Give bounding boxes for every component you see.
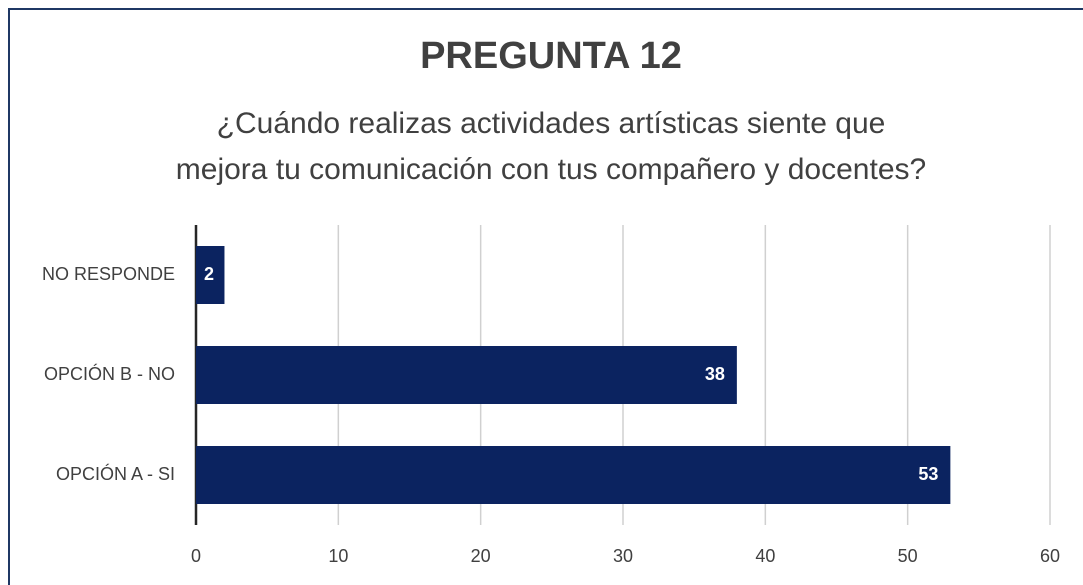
bar — [196, 346, 737, 404]
chart-subtitle: mejora tu comunicación con tus compañero… — [176, 153, 926, 186]
x-tick-label: 10 — [328, 546, 348, 566]
x-tick-label: 20 — [471, 546, 491, 566]
data-label: 53 — [918, 464, 938, 484]
x-tick-label: 0 — [191, 546, 201, 566]
bar — [196, 246, 225, 304]
y-tick-label: OPCIÓN B - NO — [44, 363, 175, 384]
data-label: 38 — [705, 364, 725, 384]
x-tick-label: 40 — [755, 546, 775, 566]
chart-subtitle: ¿Cuándo realizas actividades artísticas … — [217, 107, 886, 140]
y-tick-label: OPCIÓN A - SI — [56, 463, 175, 484]
x-tick-label: 60 — [1040, 546, 1060, 566]
data-label: 2 — [204, 264, 214, 284]
x-tick-label: 30 — [613, 546, 633, 566]
chart-title: PREGUNTA 12 — [420, 35, 682, 77]
y-tick-label: NO RESPONDE — [42, 264, 175, 284]
bar — [196, 446, 951, 504]
x-tick-label: 50 — [898, 546, 918, 566]
